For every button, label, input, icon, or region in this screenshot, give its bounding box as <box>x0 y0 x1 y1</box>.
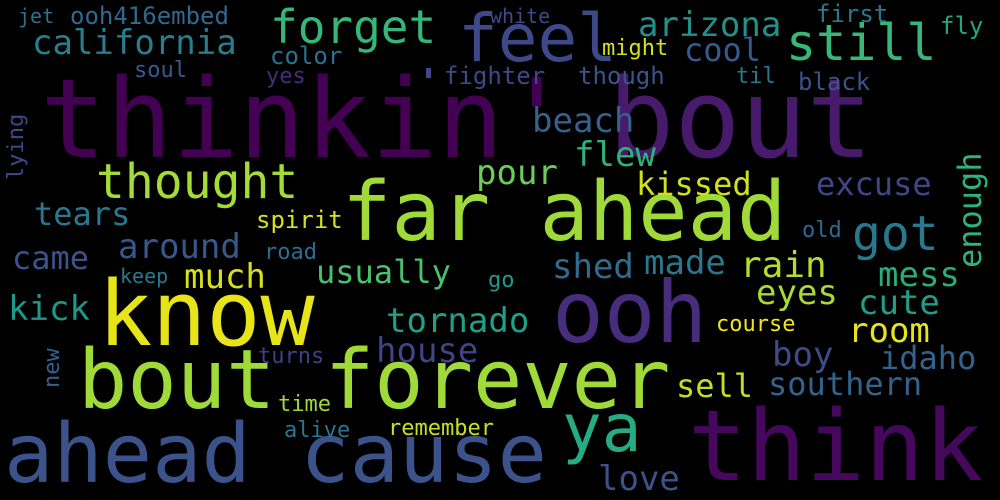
word-ahead-cause: ahead cause <box>4 407 548 500</box>
word-road: road <box>264 240 317 265</box>
word-kissed: kissed <box>636 165 752 203</box>
word-room: room <box>848 311 930 351</box>
word-ooh: ooh <box>552 263 708 363</box>
word-much: much <box>184 257 266 297</box>
word-sell: sell <box>676 367 754 405</box>
word-mess: mess <box>878 255 960 295</box>
word-shed: shed <box>552 247 634 287</box>
word-bout-large: bout <box>608 55 873 183</box>
word-keep: keep <box>120 264 169 288</box>
word-turns: turns <box>258 344 325 369</box>
word-pour: pour <box>476 153 558 193</box>
word-eyes: eyes <box>756 273 838 313</box>
word-know: know <box>98 262 315 367</box>
word-first: first <box>816 0 889 28</box>
word-forget: forget <box>270 0 437 54</box>
word-idaho: idaho <box>880 339 977 377</box>
word-southern: southern <box>768 365 923 403</box>
word-fly: fly <box>940 12 984 40</box>
word-cute: cute <box>858 283 940 323</box>
word-california: california <box>32 23 237 63</box>
word-ya: ya <box>562 390 642 467</box>
word-spirit: spirit <box>256 206 343 234</box>
word-ooh416embed: ooh416embed <box>70 2 229 30</box>
word-think: think <box>688 390 984 500</box>
word-love: love <box>598 459 680 499</box>
dot-decoration <box>426 68 431 78</box>
word-beach: beach <box>532 101 635 141</box>
word-usually: usually <box>316 253 451 291</box>
word-enough: enough <box>951 152 989 268</box>
word-rain: rain <box>740 245 827 286</box>
word-arizona: arizona <box>638 5 782 45</box>
word-old: old <box>802 218 842 243</box>
word-time: time <box>278 392 331 417</box>
word-thinkin: thinkin' <box>40 55 570 183</box>
word-jet: jet <box>18 4 55 28</box>
word-black: black <box>798 68 871 96</box>
word-came: came <box>12 239 90 277</box>
word-still: still <box>786 14 937 72</box>
word-white: white <box>490 4 551 28</box>
word-though: though <box>578 62 665 90</box>
word-course: course <box>716 312 796 337</box>
word-soul: soul <box>134 58 187 83</box>
word-bout-forever: bout forever <box>78 333 671 428</box>
word-alive: alive <box>284 418 351 443</box>
word-kick: kick <box>8 289 90 329</box>
word-flew: flew <box>574 135 656 175</box>
word-house: house <box>376 331 479 371</box>
word-tears: tears <box>34 195 131 233</box>
word-fighter: fighter <box>444 62 546 90</box>
word-excuse: excuse <box>816 165 932 203</box>
word-til: til <box>736 64 776 89</box>
word-tornado: tornado <box>386 301 530 341</box>
word-might: might <box>602 36 669 61</box>
word-color: color <box>270 42 343 70</box>
word-cool: cool <box>684 31 762 69</box>
word-made: made <box>644 243 726 283</box>
word-got: got <box>852 206 939 262</box>
word-remember: remember <box>388 416 494 441</box>
word-boy: boy <box>772 335 834 375</box>
word-lying: lying <box>4 113 29 180</box>
word-thought: thought <box>96 154 299 210</box>
word-go: go <box>488 268 515 293</box>
word-feel: feel <box>458 0 617 77</box>
word-around: around <box>118 227 241 267</box>
word-far-ahead: far ahead <box>342 165 787 260</box>
word-yes: yes <box>266 64 306 89</box>
word-new: new <box>40 348 65 388</box>
